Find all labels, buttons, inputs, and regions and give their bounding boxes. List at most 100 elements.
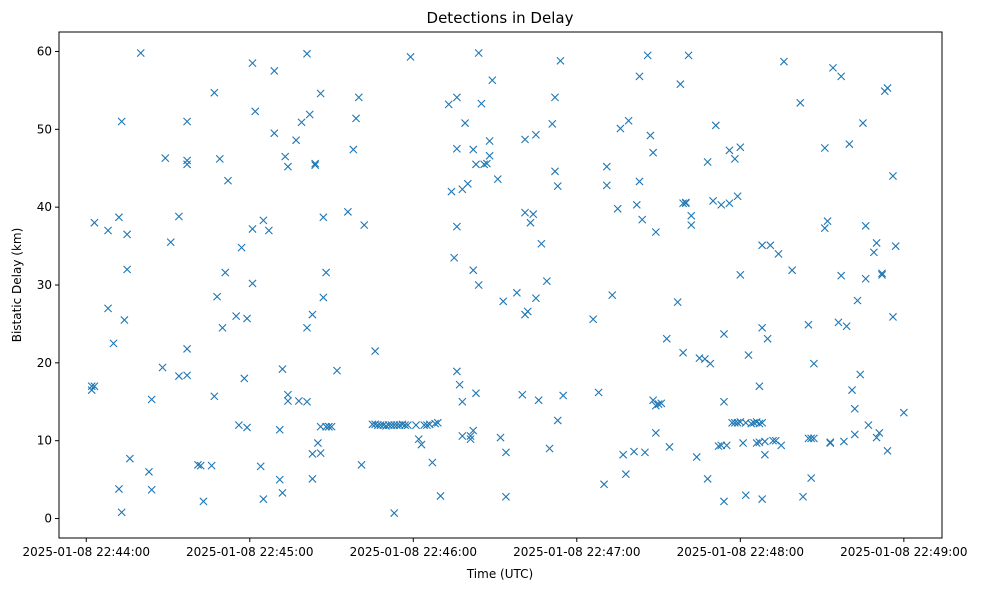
data-point [763,334,772,343]
data-point [123,265,132,274]
data-point [469,266,478,275]
data-point [90,382,99,391]
data-point [243,314,252,323]
data-point [501,492,510,501]
data-point [474,281,483,289]
data-point [452,93,461,102]
data-point [706,359,715,368]
data-point [523,307,532,316]
data-point [281,152,290,161]
data-point [820,144,829,152]
data-point [251,107,260,116]
data-point [174,212,183,221]
data-point [766,241,775,250]
data-point [493,175,502,184]
data-point [760,450,769,459]
data-point [594,388,603,397]
data-point [147,395,156,404]
data-point [613,204,622,213]
data-point [305,110,314,119]
data-point [414,435,423,444]
data-point [649,396,658,405]
data-point [899,408,908,417]
data-point [283,390,292,399]
data-point [820,224,829,233]
data-point [207,461,216,470]
data-point [463,179,472,188]
plot-frame [58,31,943,539]
data-point [888,172,897,181]
y-tick-label: 50 [37,122,52,136]
data-point [719,397,728,406]
data-point [474,49,483,58]
y-tick-label: 10 [37,434,52,448]
data-point [275,425,284,434]
data-point [744,351,753,360]
data-point [117,508,126,517]
data-point [521,208,530,217]
data-point [436,491,445,500]
data-point [452,222,461,231]
data-point [553,182,562,191]
data-point [104,226,113,235]
data-point [210,392,219,401]
data-point [496,433,505,442]
data-point [891,242,900,251]
data-point [450,253,459,262]
data-point [166,238,175,247]
data-point [343,207,352,216]
data-point [447,187,456,196]
data-point [431,419,440,428]
data-point [183,371,192,380]
x-tick-label: 2025-01-08 22:47:00 [513,545,640,559]
data-point [480,160,489,169]
data-point [589,315,598,324]
data-point [848,386,857,395]
data-point [117,117,126,126]
data-point [199,497,208,506]
x-tick-label: 2025-01-08 22:48:00 [677,545,804,559]
data-point [643,51,652,60]
data-point [332,366,341,375]
data-point [807,474,816,483]
data-point [469,145,478,154]
data-point [804,320,813,329]
data-point [90,218,99,227]
data-point [485,151,494,160]
data-point [545,444,554,453]
data-point [760,437,769,446]
data-point [739,439,748,448]
data-point [839,437,848,446]
data-point [719,497,728,506]
data-point [360,221,369,230]
data-point [602,181,611,190]
data-point [270,129,279,138]
data-point [548,119,557,128]
data-point [417,440,426,449]
x-tick-label: 2025-01-08 22:46:00 [350,545,477,559]
data-point [466,435,475,444]
data-point [234,421,243,430]
y-axis-label: Bistatic Delay (km) [10,228,24,343]
data-point [311,159,320,168]
data-point [681,199,690,208]
data-point [499,297,508,306]
data-point [809,359,818,368]
y-tick-label: 60 [37,44,52,58]
data-point [700,354,709,363]
data-point [687,221,696,230]
data-point [294,397,303,405]
data-point [531,294,540,303]
data-point [714,442,723,451]
data-point [534,396,543,405]
data-point [221,268,230,277]
data-point [630,447,639,456]
data-point [485,136,494,145]
data-point [452,144,461,153]
points-layer [87,49,908,518]
y-tick-label: 0 [44,512,52,526]
data-point [758,495,767,504]
data-point [518,390,527,399]
data-point [183,160,192,169]
